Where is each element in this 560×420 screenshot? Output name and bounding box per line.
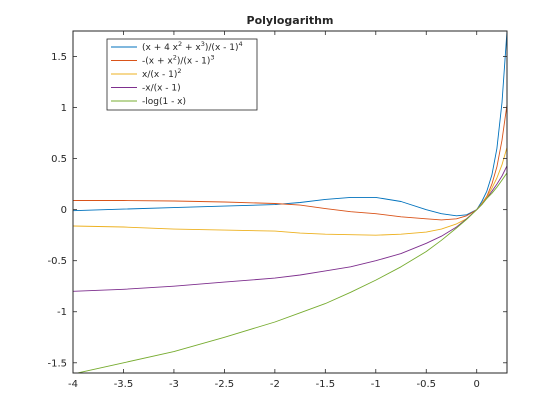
y-tick-label: -0.5 xyxy=(47,256,67,267)
y-tick-label: -1.5 xyxy=(47,358,67,369)
series-layer xyxy=(73,31,507,373)
legend-entry-5: -log(1 - x) xyxy=(142,97,186,107)
axes-box xyxy=(72,30,508,374)
series-line-5 xyxy=(75,172,507,373)
x-axis-ticks: -4 -3.5 -3 -2.5 -2 -1.5 -1 -0.5 0 xyxy=(68,31,480,390)
y-tick-label: 1 xyxy=(61,103,67,114)
legend-entry-4: -x/(x - 1) xyxy=(142,84,181,94)
x-tick-label: 0 xyxy=(474,379,480,390)
legend-entry-3: x/(x - 1)2 xyxy=(142,67,182,80)
chart-title: Polylogarithm xyxy=(247,14,334,27)
x-tick-label: -2.5 xyxy=(215,379,235,390)
y-tick-label: 1.5 xyxy=(51,52,67,63)
legend: (x + 4 x2 + x3)/(x - 1)4-(x + x2)/(x - 1… xyxy=(106,38,258,111)
x-tick-label: -0.5 xyxy=(416,379,436,390)
y-axis-ticks: -1.5 -1 -0.5 0 0.5 1 1.5 xyxy=(47,52,507,369)
y-tick-label: 0.5 xyxy=(51,154,67,165)
series-line-2 xyxy=(73,104,507,221)
x-tick-label: -3 xyxy=(169,379,179,390)
x-tick-label: -1 xyxy=(371,379,381,390)
x-tick-label: -1.5 xyxy=(316,379,336,390)
series-line-3 xyxy=(73,147,507,236)
legend-entry-2: -(x + x2)/(x - 1)3 xyxy=(142,54,215,67)
series-line-4 xyxy=(73,165,507,292)
y-tick-label: 0 xyxy=(61,205,67,216)
x-tick-label: -4 xyxy=(68,379,78,390)
series-line-1 xyxy=(73,31,507,217)
y-tick-label: -1 xyxy=(57,307,67,318)
legend-entry-1: (x + 4 x2 + x3)/(x - 1)4 xyxy=(142,40,243,53)
x-tick-label: -3.5 xyxy=(114,379,134,390)
x-tick-label: -2 xyxy=(270,379,280,390)
